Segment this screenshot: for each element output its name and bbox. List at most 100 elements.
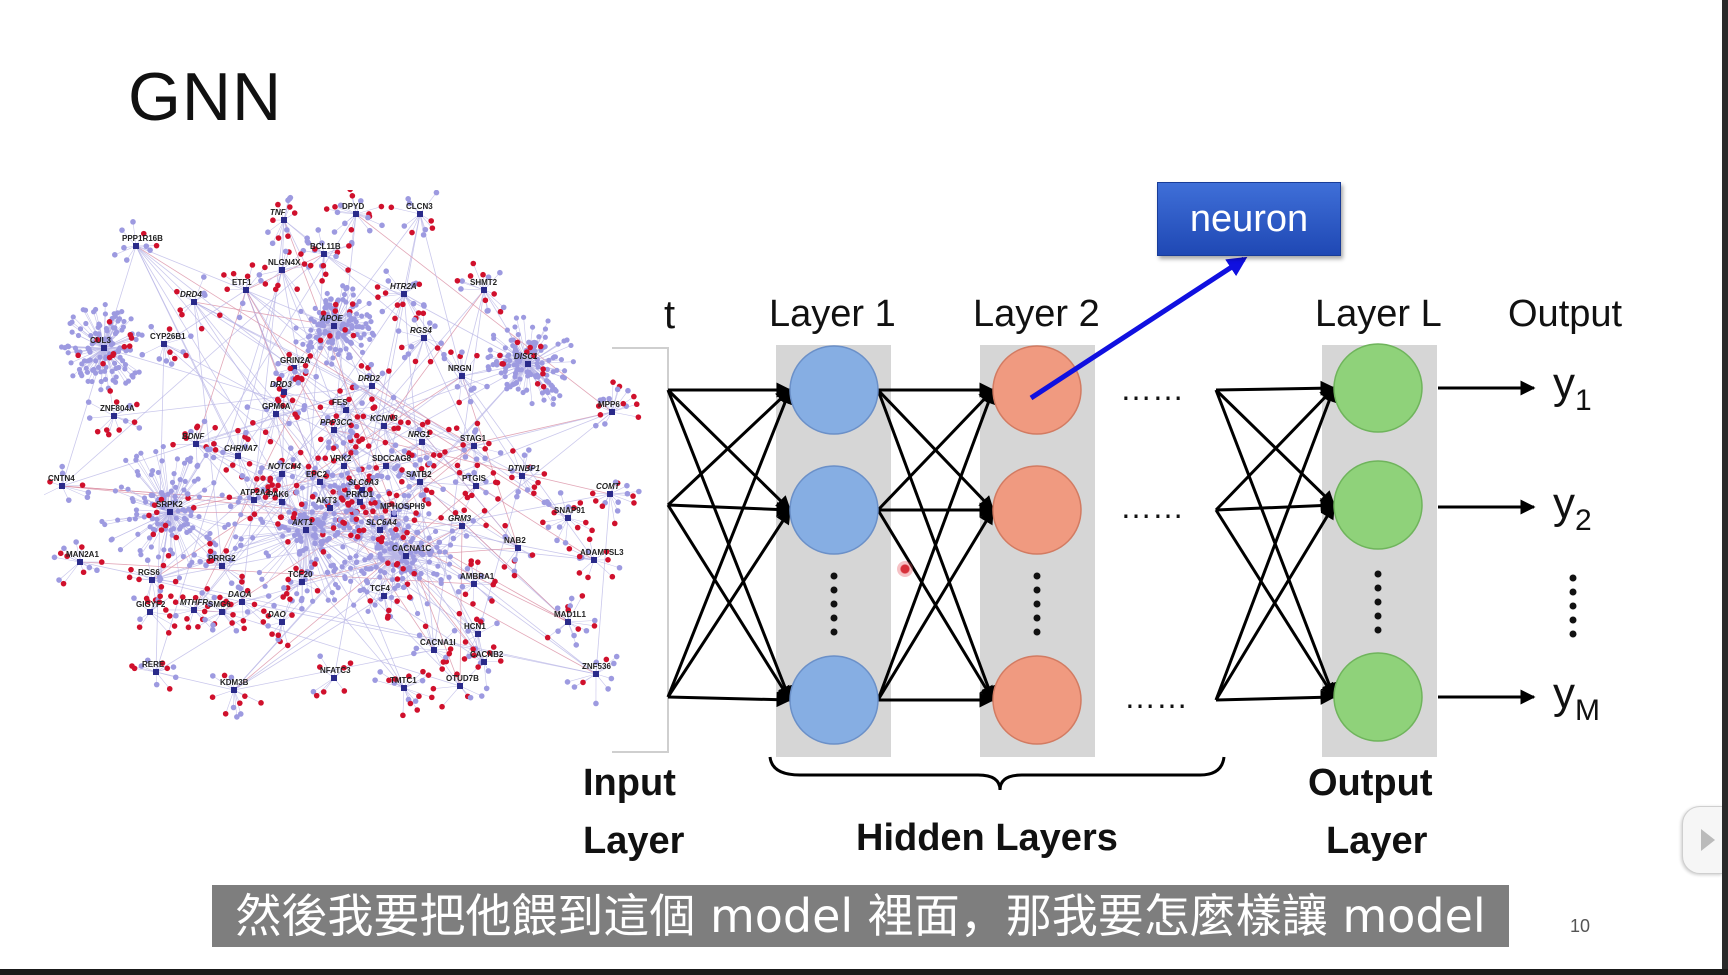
network-node <box>438 580 444 587</box>
network-node <box>368 361 375 368</box>
network-edge <box>415 337 425 362</box>
network-node <box>517 354 523 361</box>
network-node <box>346 243 352 249</box>
network-edge <box>305 511 313 531</box>
network-node <box>497 308 504 315</box>
network-node <box>504 381 510 387</box>
network-node <box>108 537 114 543</box>
network-edge <box>403 687 432 698</box>
network-edge <box>237 455 248 480</box>
network-node <box>497 269 503 276</box>
network-edge <box>227 288 247 291</box>
network-node <box>165 491 171 497</box>
network-node <box>102 336 108 342</box>
network-edge <box>195 409 347 445</box>
network-edge <box>374 555 395 606</box>
network-node <box>308 327 314 333</box>
network-node <box>323 206 330 212</box>
network-node <box>353 384 359 390</box>
hub-node <box>243 287 249 293</box>
network-node <box>382 290 389 296</box>
network-edge <box>193 597 215 611</box>
network-node <box>531 339 537 345</box>
network-edge <box>333 325 349 358</box>
network-node <box>276 376 283 383</box>
network-edge <box>163 343 172 365</box>
network-node <box>118 484 125 490</box>
network-edge <box>151 579 243 603</box>
network-node <box>500 361 507 367</box>
network-node <box>342 575 348 582</box>
network-edge <box>169 511 190 566</box>
network-edge <box>383 595 410 598</box>
network-edge <box>281 391 285 503</box>
output-y2: y2 <box>1553 479 1592 537</box>
network-node <box>456 399 462 406</box>
ellipsis-row-m: …… <box>1124 679 1188 715</box>
layer1-neuron-m <box>789 655 879 745</box>
network-node <box>392 315 398 322</box>
network-node <box>358 342 364 348</box>
network-node <box>514 339 521 346</box>
network-edge <box>404 481 421 507</box>
network-node <box>262 281 269 287</box>
network-node <box>299 485 305 491</box>
network-node <box>299 376 305 383</box>
network-edge <box>61 385 373 487</box>
network-node <box>434 571 440 577</box>
network-node <box>350 292 356 298</box>
network-edge <box>593 559 620 569</box>
network-node <box>262 429 269 436</box>
network-node <box>292 369 298 375</box>
network-edge <box>319 474 342 483</box>
network-edge <box>281 621 289 646</box>
network-node <box>372 602 378 608</box>
network-edge <box>421 441 446 453</box>
network-node <box>353 423 360 430</box>
network-node <box>313 556 319 563</box>
network-node <box>141 495 148 501</box>
network-node <box>89 378 95 385</box>
network-edge <box>333 325 385 597</box>
network-node <box>77 326 84 332</box>
network-edge <box>402 687 405 716</box>
network-node <box>512 324 518 330</box>
side-panel-toggle[interactable] <box>1682 806 1723 874</box>
network-node <box>177 477 183 483</box>
network-edge <box>351 213 357 243</box>
network-edge <box>249 499 255 519</box>
network-node <box>148 472 154 478</box>
network-node <box>189 559 195 565</box>
network-edge <box>319 655 335 679</box>
network-node <box>334 314 340 320</box>
network-edge <box>386 523 395 557</box>
network-edge <box>473 583 494 585</box>
network-node <box>222 524 228 530</box>
network-node <box>508 337 514 343</box>
layer2-neuron-2 <box>992 465 1082 555</box>
network-edge <box>333 325 351 358</box>
hub-node <box>273 411 279 417</box>
layer1-neuron-2 <box>789 465 879 555</box>
network-node <box>176 575 183 581</box>
network-node <box>169 500 176 506</box>
network-node <box>68 360 74 366</box>
network-node <box>138 450 144 456</box>
network-edge <box>459 685 482 697</box>
network-node <box>312 246 318 252</box>
network-node <box>370 535 376 541</box>
network-node <box>169 479 176 485</box>
network-node <box>432 323 438 329</box>
network-edge <box>393 445 475 515</box>
network-node <box>553 388 559 394</box>
network-node <box>366 227 373 234</box>
network-edge <box>548 517 569 528</box>
network-node <box>291 210 298 216</box>
network-node <box>322 271 329 278</box>
network-edge <box>337 211 357 215</box>
network-edge <box>173 443 197 445</box>
network-edge <box>103 334 131 349</box>
network-node <box>132 370 138 376</box>
network-edge <box>155 581 303 673</box>
